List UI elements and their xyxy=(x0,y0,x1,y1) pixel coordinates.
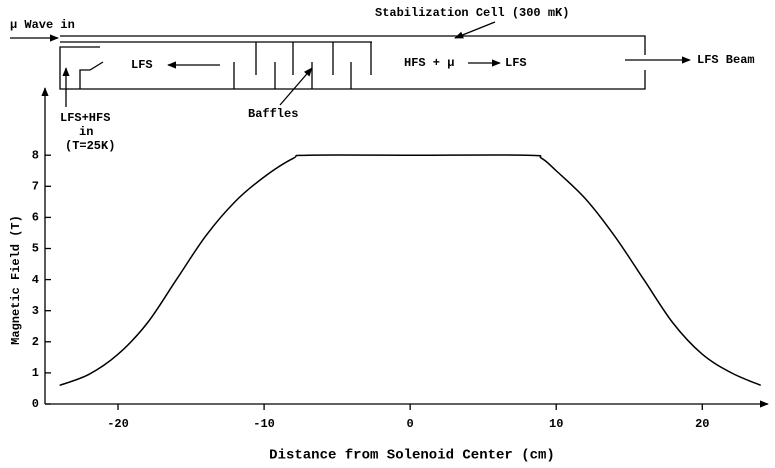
x-tick-label: -10 xyxy=(253,417,275,431)
y-tick-label: 8 xyxy=(32,148,39,162)
x-axis-label: Distance from Solenoid Center (cm) xyxy=(269,448,555,464)
arrow xyxy=(454,21,496,39)
apparatus-diagram xyxy=(10,21,691,107)
y-tick-label: 1 xyxy=(32,366,39,380)
y-tick-label: 4 xyxy=(32,273,39,287)
y-tick-label: 7 xyxy=(32,179,39,193)
y-tick-label: 5 xyxy=(32,242,39,256)
annotation: Stabilization Cell (300 mK) xyxy=(375,6,569,20)
annotation: LFS xyxy=(131,58,153,72)
baffles xyxy=(233,42,372,89)
cell-top xyxy=(60,35,646,55)
annotation: LFS Beam xyxy=(697,53,755,67)
x-tick-label: 20 xyxy=(695,417,709,431)
annotation: (T=25K) xyxy=(65,139,115,153)
annotation: LFS+HFS xyxy=(60,111,110,125)
x-tick-label: 0 xyxy=(407,417,414,431)
arrow xyxy=(279,67,313,106)
y-tick-label: 6 xyxy=(32,211,39,225)
field-curve xyxy=(59,154,761,387)
annotation: in xyxy=(79,125,93,139)
cell-bottom xyxy=(59,46,646,90)
y-tick-label: 0 xyxy=(32,397,39,411)
annotation: μ Wave in xyxy=(10,18,75,32)
annotation: LFS xyxy=(505,56,527,70)
x-tick-label: -20 xyxy=(107,417,129,431)
annotation: Baffles xyxy=(248,107,298,121)
y-axis-label: Magnetic Field (T) xyxy=(9,215,23,345)
y-tick-label: 3 xyxy=(32,304,39,318)
inlet xyxy=(79,61,104,89)
y-tick-label: 2 xyxy=(32,335,39,349)
annotation: HFS + μ xyxy=(404,56,454,70)
x-tick-label: 10 xyxy=(549,417,563,431)
